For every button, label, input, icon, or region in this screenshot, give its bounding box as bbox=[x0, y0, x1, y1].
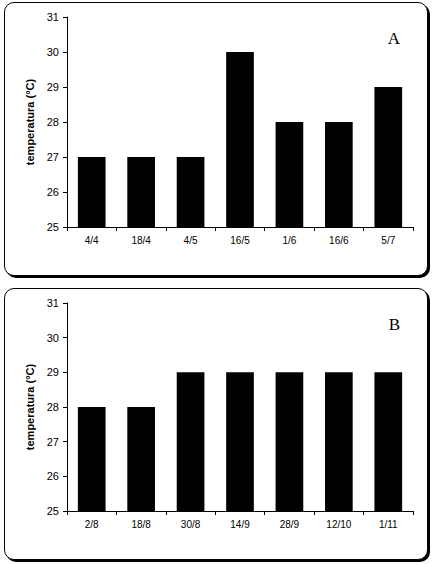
svg-text:4/4: 4/4 bbox=[85, 235, 99, 246]
svg-text:4/5: 4/5 bbox=[184, 235, 198, 246]
svg-text:30: 30 bbox=[47, 46, 59, 58]
svg-text:26: 26 bbox=[47, 470, 59, 482]
svg-text:28/9: 28/9 bbox=[280, 519, 300, 530]
svg-text:B: B bbox=[389, 315, 400, 334]
svg-text:31: 31 bbox=[47, 11, 59, 23]
svg-text:16/5: 16/5 bbox=[230, 235, 250, 246]
svg-text:29: 29 bbox=[47, 366, 59, 378]
svg-text:30: 30 bbox=[47, 332, 59, 344]
svg-text:31: 31 bbox=[47, 297, 59, 309]
svg-text:A: A bbox=[388, 29, 401, 48]
svg-text:30/8: 30/8 bbox=[181, 519, 201, 530]
svg-text:25: 25 bbox=[47, 505, 59, 517]
svg-text:26: 26 bbox=[47, 186, 59, 198]
svg-text:27: 27 bbox=[47, 151, 59, 163]
svg-text:18/4: 18/4 bbox=[131, 235, 151, 246]
svg-text:1/11: 1/11 bbox=[379, 519, 398, 530]
svg-text:28: 28 bbox=[47, 401, 59, 413]
svg-text:29: 29 bbox=[47, 81, 59, 93]
svg-text:14/9: 14/9 bbox=[230, 519, 250, 530]
svg-text:16/6: 16/6 bbox=[329, 235, 349, 246]
svg-text:12/10: 12/10 bbox=[326, 519, 351, 530]
svg-text:temperatura (°C): temperatura (°C) bbox=[24, 79, 36, 166]
svg-text:25: 25 bbox=[47, 221, 59, 233]
svg-text:28: 28 bbox=[47, 116, 59, 128]
svg-text:1/6: 1/6 bbox=[282, 235, 296, 246]
svg-text:18/8: 18/8 bbox=[131, 519, 151, 530]
svg-text:5/7: 5/7 bbox=[381, 235, 395, 246]
svg-text:27: 27 bbox=[47, 436, 59, 448]
svg-text:temperatura (°C): temperatura (°C) bbox=[24, 364, 36, 451]
svg-text:2/8: 2/8 bbox=[85, 519, 99, 530]
